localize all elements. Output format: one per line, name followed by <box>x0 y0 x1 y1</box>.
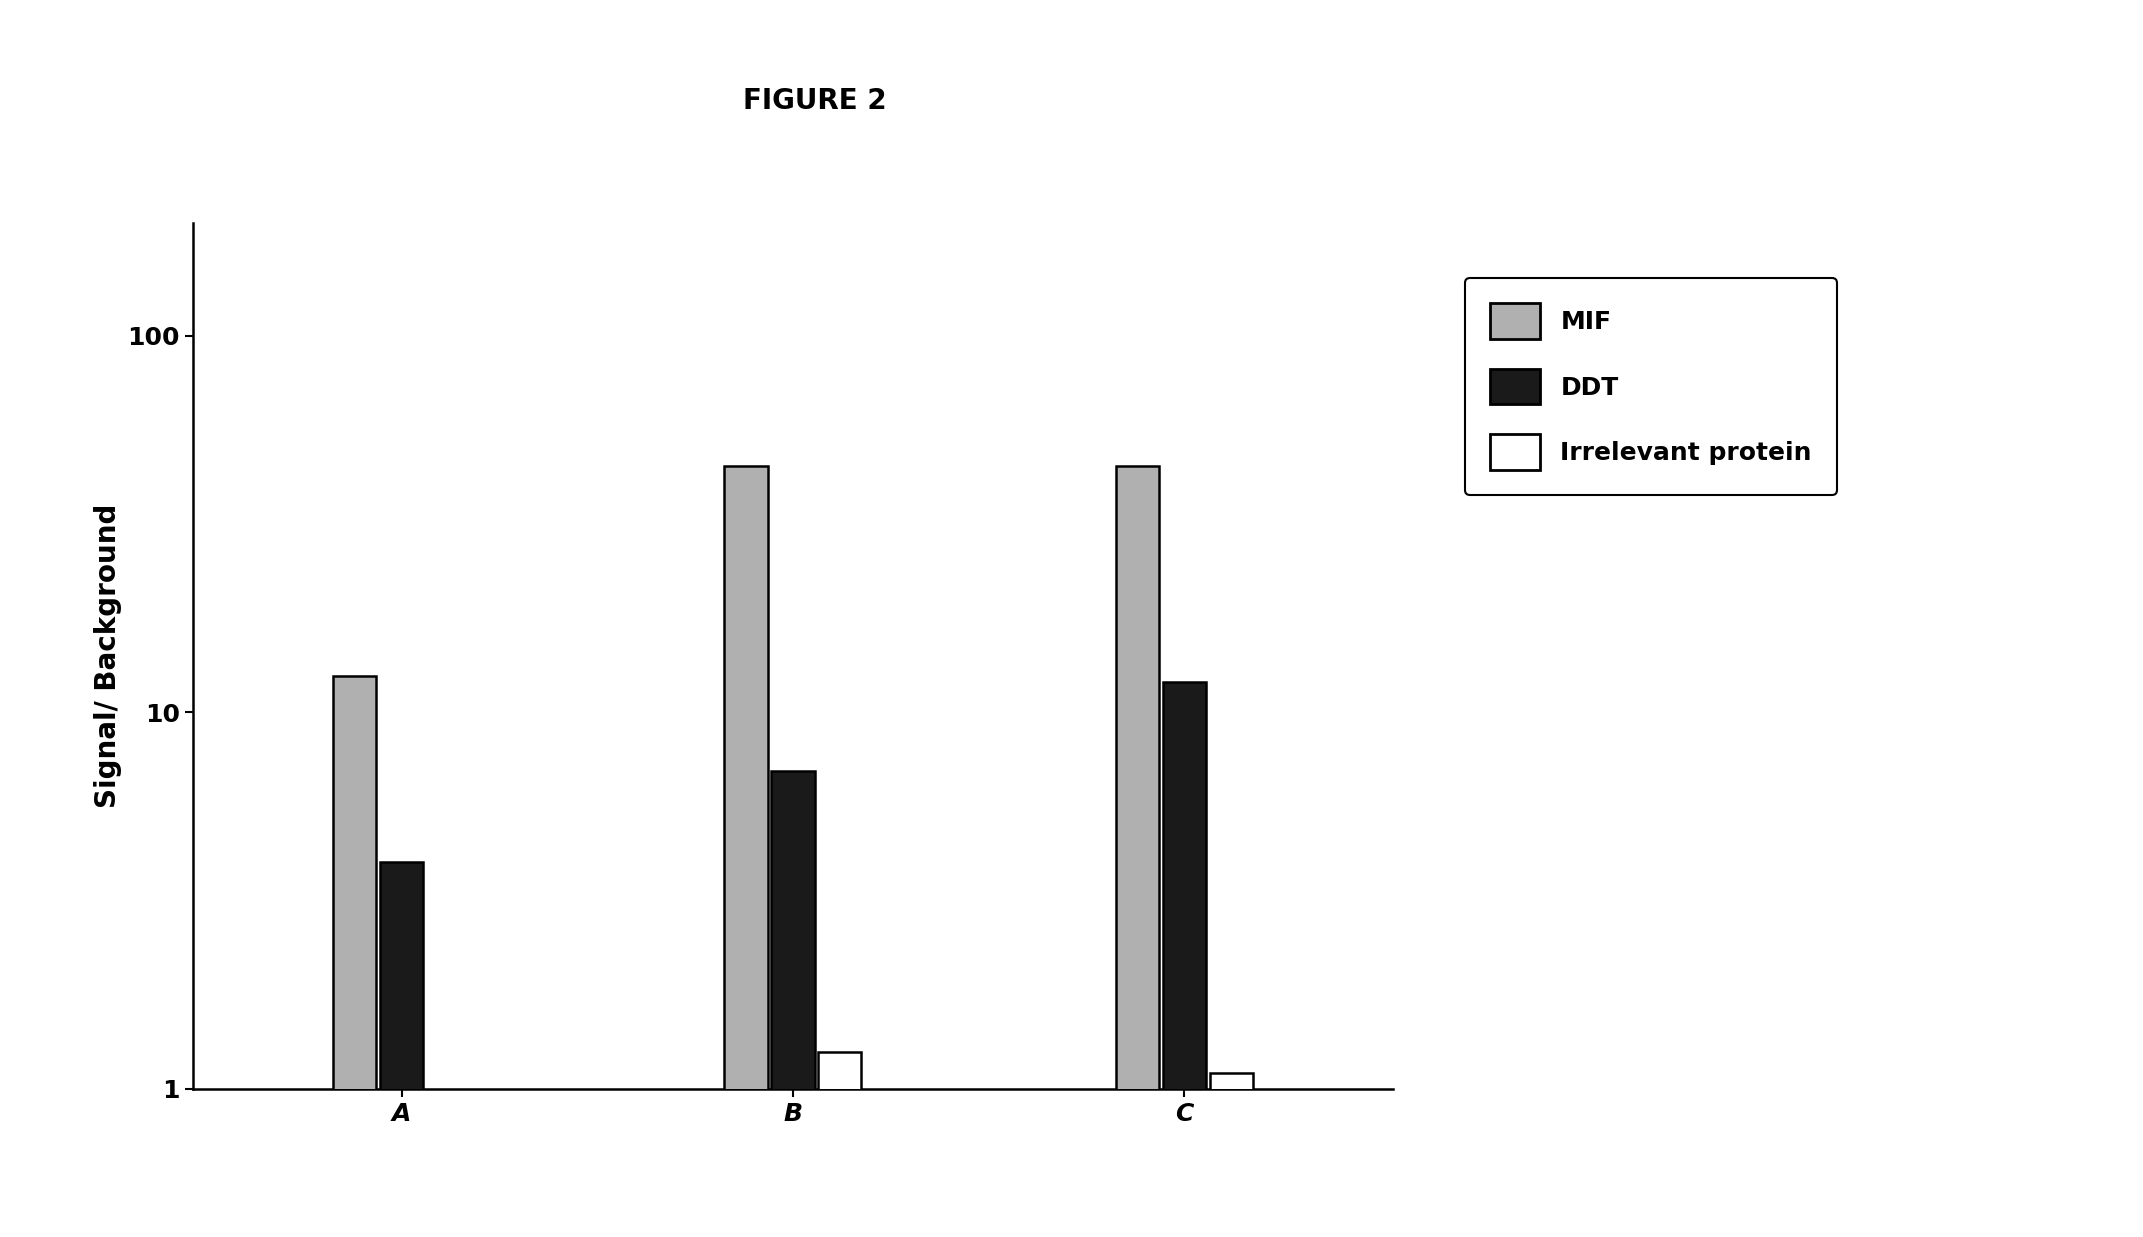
Bar <box>1164 683 1207 1237</box>
Bar <box>332 675 377 1237</box>
Legend: MIF, DDT, Irrelevant protein: MIF, DDT, Irrelevant protein <box>1466 278 1837 495</box>
Bar <box>1209 1072 1254 1237</box>
Bar <box>1117 466 1159 1237</box>
Y-axis label: Signal/ Background: Signal/ Background <box>94 503 122 808</box>
Bar <box>771 771 814 1237</box>
Bar <box>379 862 422 1237</box>
Bar <box>819 1053 861 1237</box>
Text: FIGURE 2: FIGURE 2 <box>741 87 887 115</box>
Bar <box>724 466 767 1237</box>
